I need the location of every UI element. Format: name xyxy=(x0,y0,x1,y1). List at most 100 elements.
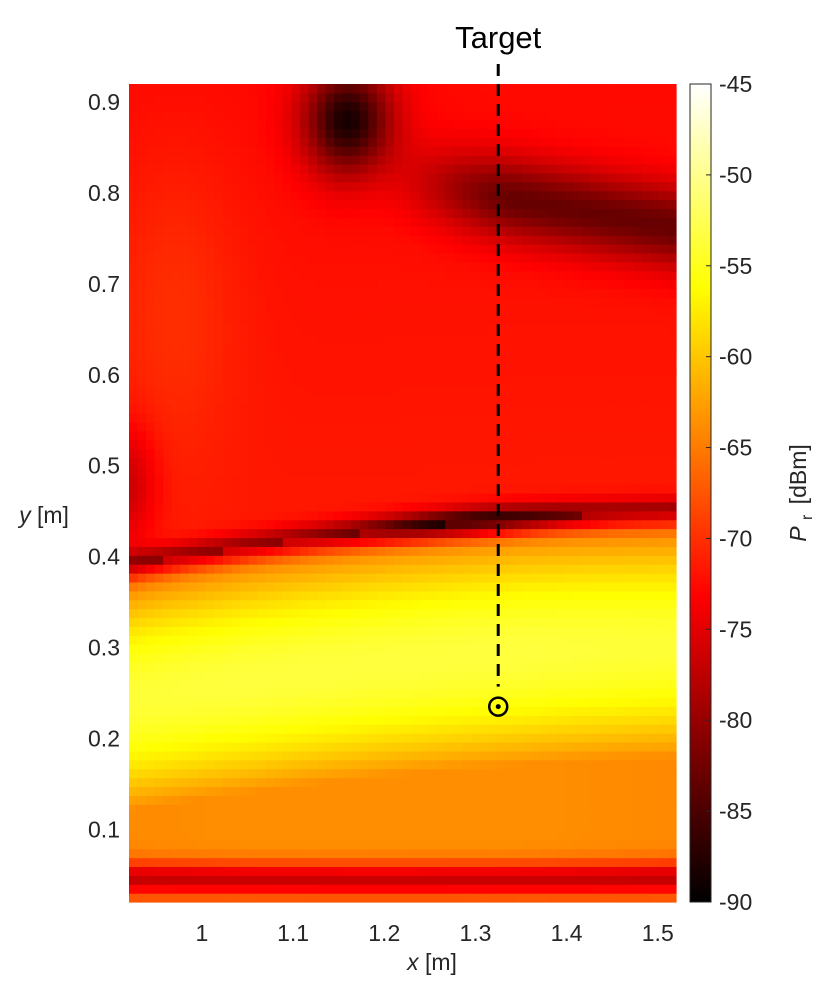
heatmap-cell xyxy=(223,350,233,361)
heatmap-cell xyxy=(505,306,515,316)
heatmap-cell xyxy=(299,510,310,521)
heatmap-cell xyxy=(274,528,284,539)
heatmap-cell xyxy=(522,395,532,405)
heatmap-cell xyxy=(163,581,173,592)
heatmap-cell xyxy=(342,101,352,112)
heatmap-cell xyxy=(539,235,549,245)
heatmap-cell xyxy=(265,590,275,601)
heatmap-cell xyxy=(240,581,250,592)
heatmap-cell xyxy=(539,466,549,476)
heatmap-cell xyxy=(453,875,463,885)
heatmap-cell xyxy=(137,688,147,699)
heatmap-cell xyxy=(205,795,216,805)
heatmap-cell xyxy=(188,101,198,112)
heatmap-cell xyxy=(573,235,583,245)
heatmap-cell xyxy=(342,164,352,174)
heatmap-cell xyxy=(513,804,523,814)
heatmap-cell xyxy=(223,146,233,156)
heatmap-cell xyxy=(487,724,498,734)
heatmap-cell xyxy=(248,137,258,147)
heatmap-cell xyxy=(334,564,344,574)
heatmap-cell xyxy=(154,430,164,441)
heatmap-cell xyxy=(487,92,498,103)
heatmap-cell xyxy=(317,457,327,467)
heatmap-cell xyxy=(171,519,181,530)
heatmap-cell xyxy=(334,181,344,192)
heatmap-cell xyxy=(171,688,181,699)
heatmap-cell xyxy=(385,848,395,859)
heatmap-cell xyxy=(411,546,421,556)
heatmap-cell xyxy=(231,857,241,868)
heatmap-cell xyxy=(188,484,198,494)
heatmap-cell xyxy=(376,733,387,743)
heatmap-cell xyxy=(146,172,156,183)
heatmap-cell xyxy=(556,617,566,627)
heatmap-cell xyxy=(240,475,250,485)
heatmap-cell xyxy=(223,279,233,290)
heatmap-cell xyxy=(257,884,267,894)
heatmap-cell xyxy=(496,804,506,814)
heatmap-cell xyxy=(154,617,164,627)
heatmap-cell xyxy=(163,750,173,761)
heatmap-cell xyxy=(505,315,515,325)
heatmap-cell xyxy=(522,421,532,432)
heatmap-cell xyxy=(573,181,583,192)
heatmap-cell xyxy=(180,199,190,210)
heatmap-cell xyxy=(573,626,583,636)
heatmap-cell xyxy=(274,635,284,645)
heatmap-cell xyxy=(564,768,575,779)
heatmap-cell xyxy=(530,795,540,805)
heatmap-cell xyxy=(180,377,190,387)
heatmap-cell xyxy=(556,581,566,592)
heatmap-cell xyxy=(385,155,395,165)
heatmap-cell xyxy=(214,208,224,218)
heatmap-cell xyxy=(129,759,139,770)
heatmap-cell xyxy=(359,786,369,796)
heatmap-cell xyxy=(402,795,412,805)
heatmap-cell xyxy=(445,741,455,752)
heatmap-cell xyxy=(129,288,139,298)
heatmap-cell xyxy=(214,164,224,174)
heatmap-cell xyxy=(445,155,455,165)
heatmap-cell xyxy=(223,768,233,779)
heatmap-cell xyxy=(359,92,369,103)
heatmap-cell xyxy=(163,128,173,138)
heatmap-cell xyxy=(487,457,498,467)
heatmap-cell xyxy=(581,644,592,654)
heatmap-cell xyxy=(573,199,583,210)
heatmap-cell xyxy=(385,688,395,699)
heatmap-cell xyxy=(530,510,540,521)
heatmap-cell xyxy=(163,297,173,307)
heatmap-cell xyxy=(231,359,241,370)
heatmap-cell xyxy=(428,777,438,788)
heatmap-cell xyxy=(368,546,378,556)
heatmap-cell xyxy=(453,528,463,539)
heatmap-cell xyxy=(146,644,156,654)
heatmap-cell xyxy=(505,644,515,654)
heatmap-cell xyxy=(214,537,224,547)
heatmap-cell xyxy=(325,741,335,752)
heatmap-cell xyxy=(342,288,352,298)
heatmap-cell xyxy=(505,697,515,707)
heatmap-cell xyxy=(513,510,523,521)
heatmap-cell xyxy=(231,821,241,832)
heatmap-cell xyxy=(487,688,498,699)
heatmap-cell xyxy=(376,564,387,574)
heatmap-cell xyxy=(197,741,207,752)
heatmap-cell xyxy=(154,172,164,183)
heatmap-cell xyxy=(257,208,267,218)
heatmap-cell xyxy=(146,226,156,236)
heatmap-cell xyxy=(248,315,258,325)
heatmap-cell xyxy=(453,137,463,147)
heatmap-cell xyxy=(231,599,241,610)
heatmap-cell xyxy=(299,466,310,476)
heatmap-cell xyxy=(325,750,335,761)
heatmap-cell xyxy=(530,893,540,903)
heatmap-cell xyxy=(223,644,233,654)
heatmap-cell xyxy=(522,590,532,601)
heatmap-cell xyxy=(513,386,523,396)
heatmap-cell xyxy=(308,146,318,156)
heatmap-cell xyxy=(376,813,387,823)
heatmap-cell xyxy=(530,315,540,325)
heatmap-cell xyxy=(513,715,523,725)
